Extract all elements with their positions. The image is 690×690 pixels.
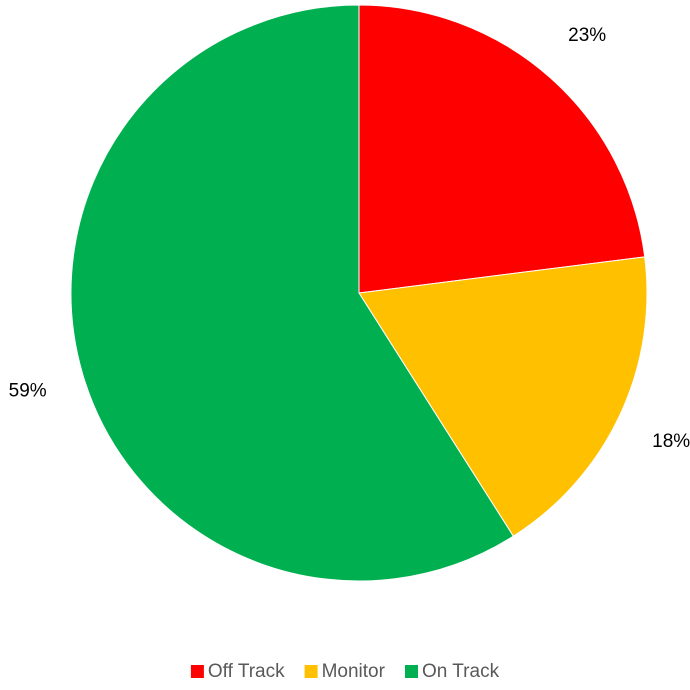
legend-label-off-track: Off Track [208, 661, 285, 682]
pie-slice-on-track [70, 4, 515, 582]
legend-swatch-off-track [190, 665, 204, 678]
legend-label-on-track: On Track [422, 661, 500, 682]
pie-slice-monitor [358, 256, 648, 537]
data-label-on-track: 59% [9, 380, 47, 401]
legend: Off Track Monitor On Track [190, 661, 500, 682]
legend-label-monitor: Monitor [322, 661, 386, 682]
data-label-monitor: 18% [652, 431, 690, 452]
data-label-off-track: 23% [568, 25, 606, 46]
pie-slices [70, 4, 648, 582]
legend-swatch-monitor [304, 665, 318, 678]
data-labels: 23% 18% 59% [9, 25, 690, 452]
legend-swatch-on-track [405, 665, 418, 678]
pie-slice-off-track [358, 4, 646, 294]
